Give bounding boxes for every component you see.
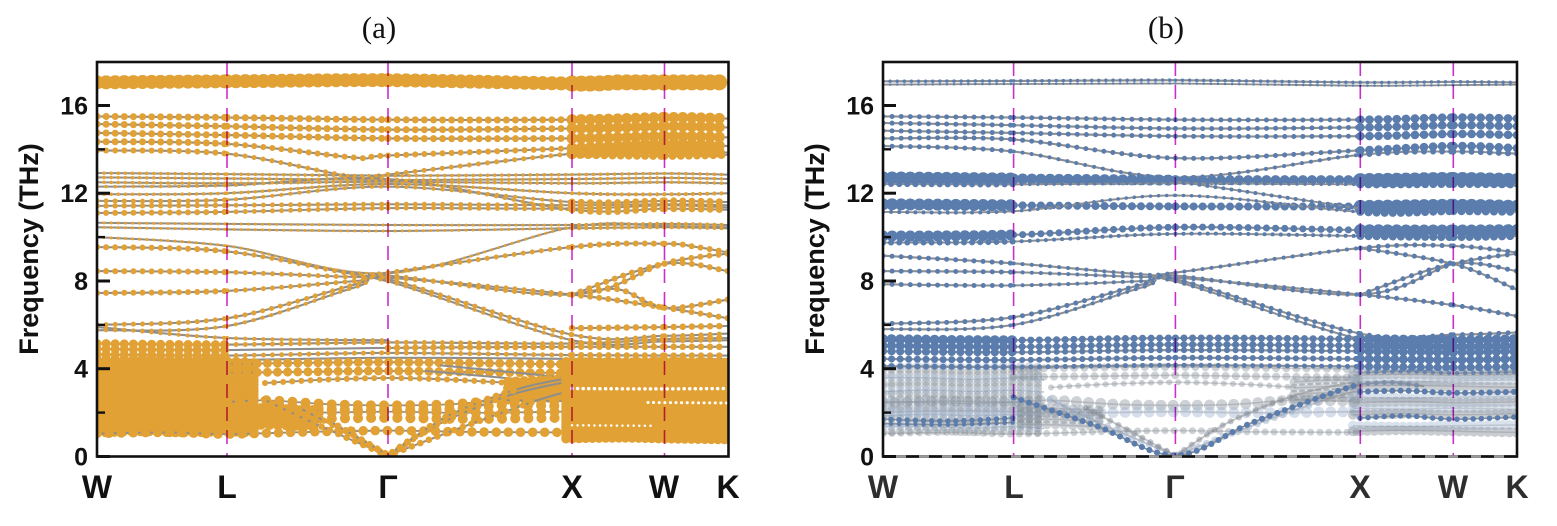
svg-text:16: 16 <box>846 93 874 121</box>
svg-text:(b): (b) <box>1148 10 1184 45</box>
svg-text:W: W <box>1438 469 1469 505</box>
svg-text:K: K <box>716 469 739 505</box>
svg-text:8: 8 <box>860 268 874 296</box>
svg-text:4: 4 <box>74 356 88 384</box>
svg-text:Frequency (THz): Frequency (THz) <box>800 143 830 355</box>
svg-text:W: W <box>649 469 680 505</box>
svg-text:W: W <box>868 469 899 505</box>
svg-text:12: 12 <box>846 180 874 208</box>
svg-text:X: X <box>561 469 583 505</box>
svg-text:0: 0 <box>860 444 874 472</box>
svg-text:L: L <box>1004 469 1024 505</box>
svg-text:0: 0 <box>74 444 88 472</box>
svg-text:16: 16 <box>60 93 88 121</box>
svg-text:12: 12 <box>60 180 88 208</box>
svg-text:(a): (a) <box>362 10 396 45</box>
svg-text:8: 8 <box>74 268 88 296</box>
svg-text:Γ: Γ <box>378 469 397 505</box>
svg-text:K: K <box>1505 469 1528 505</box>
svg-text:L: L <box>217 469 237 505</box>
svg-text:4: 4 <box>860 356 874 384</box>
svg-text:X: X <box>1349 469 1371 505</box>
svg-text:Γ: Γ <box>1165 469 1184 505</box>
svg-text:W: W <box>82 469 113 505</box>
svg-text:Frequency (THz): Frequency (THz) <box>14 143 44 355</box>
